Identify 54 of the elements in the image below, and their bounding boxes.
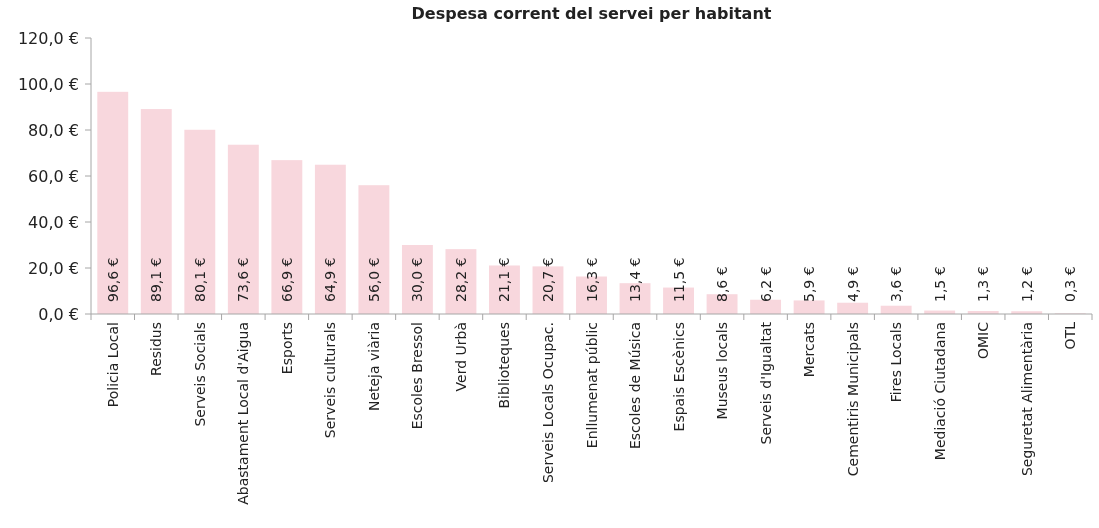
y-tick-label: 100,0 €	[17, 74, 79, 94]
data-label: 56,0 €	[365, 257, 382, 302]
data-label: 1,5 €	[931, 266, 948, 302]
data-label: 89,1 €	[148, 257, 165, 302]
data-label: 73,6 €	[235, 257, 252, 302]
x-tick-label: OTL	[1062, 321, 1079, 350]
data-label: 28,2 €	[452, 257, 469, 302]
x-tick-label: Escoles Bressol	[409, 322, 426, 430]
data-label: 4,9 €	[844, 266, 861, 302]
data-label: 3,6 €	[888, 266, 905, 302]
chart-title: Despesa corrent del servei per habitant	[411, 4, 772, 23]
x-tick-label: Enllumenat públic	[583, 322, 600, 449]
x-tick-label: Museus locals	[714, 322, 731, 420]
data-label: 0,3 €	[1062, 266, 1079, 302]
data-label: 96,6 €	[104, 257, 121, 302]
data-label: 66,9 €	[278, 257, 295, 302]
x-tick-label: OMIC	[975, 321, 992, 360]
x-tick-label: Mediació Ciutadana	[931, 322, 948, 461]
y-tick-label: 0,0 €	[38, 304, 79, 324]
x-tick-label: Cementiris Municipals	[844, 322, 861, 477]
x-tick-label: Residus	[148, 322, 165, 376]
data-label: 8,6 €	[714, 266, 731, 302]
y-tick-label: 20,0 €	[28, 258, 79, 278]
x-tick-label: Escoles de Música	[627, 322, 644, 450]
x-tick-label: Biblioteques	[496, 322, 513, 409]
x-tick-label: Verd Urbà	[452, 322, 469, 392]
y-tick-label: 60,0 €	[28, 166, 79, 186]
data-label: 5,9 €	[801, 266, 818, 302]
data-label: 80,1 €	[191, 257, 208, 302]
x-tick-label: Esports	[278, 322, 295, 375]
y-tick-label: 80,0 €	[28, 120, 79, 140]
x-tick-label: Abastament Local d'Aigua	[235, 322, 252, 505]
x-tick-label: Mercats	[801, 322, 818, 378]
data-label: 16,3 €	[583, 257, 600, 302]
x-tick-label: Serveis Locals Ocupac.	[539, 322, 556, 484]
x-tick-label: Serveis d'Igualtat	[757, 321, 774, 445]
data-label: 21,1 €	[496, 257, 513, 302]
x-tick-label: Seguretat Alimentària	[1018, 322, 1035, 477]
y-tick-label: 120,0 €	[17, 28, 79, 48]
x-tick-label: Espais Escènics	[670, 322, 687, 432]
data-label: 1,2 €	[1018, 266, 1035, 302]
data-label: 13,4 €	[627, 257, 644, 302]
data-label: 11,5 €	[670, 257, 687, 302]
data-label: 20,7 €	[539, 257, 556, 302]
y-tick-label: 40,0 €	[28, 212, 79, 232]
data-label: 6,2 €	[757, 266, 774, 302]
x-tick-label: Serveis culturals	[322, 322, 339, 439]
x-tick-label: Serveis Socials	[191, 322, 208, 427]
data-label: 1,3 €	[975, 266, 992, 302]
x-tick-label: Policia Local	[104, 322, 121, 408]
data-label: 30,0 €	[409, 257, 426, 302]
x-tick-label: Fires Locals	[888, 322, 905, 403]
data-label: 64,9 €	[322, 257, 339, 302]
x-tick-label: Neteja viària	[365, 322, 382, 412]
